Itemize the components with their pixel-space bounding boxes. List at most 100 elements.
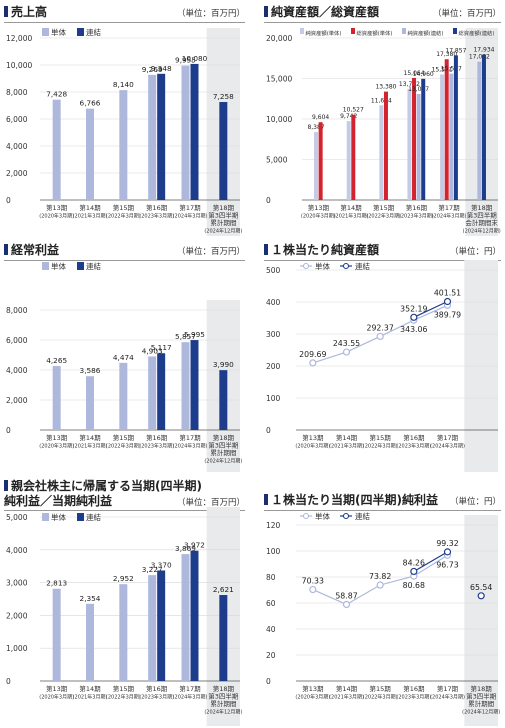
bar <box>86 108 94 200</box>
bar <box>119 584 128 681</box>
series-line <box>413 300 448 318</box>
data-label: 4,265 <box>46 356 67 365</box>
x-tick-label: 第14期 <box>340 203 362 212</box>
data-point <box>443 548 452 556</box>
legend-marker <box>302 512 310 520</box>
x-tick-label: 第17期 <box>437 433 459 442</box>
forecast-shade <box>465 28 498 236</box>
data-point <box>342 600 351 609</box>
x-tick-label: 第13期 <box>46 433 68 442</box>
x-tick-label: 第13期 <box>46 684 68 693</box>
legend-swatch <box>300 28 304 34</box>
x-tick-label: 第3四半期 <box>466 692 497 701</box>
y-tick-label: 2,000 <box>6 169 28 178</box>
data-label: 8,140 <box>113 80 134 89</box>
y-tick-label: 0 <box>6 426 11 435</box>
x-tick-label: 累計期間 <box>210 218 236 227</box>
x-tick-label: 会計期間末 <box>465 218 498 227</box>
x-tick-label: 第18期 <box>471 203 493 212</box>
data-label: 15,501 <box>432 66 453 73</box>
bar <box>157 73 166 200</box>
x-tick-label: (2021年3月期) <box>73 213 108 220</box>
panel-net-sales: 売上高 （単位：百万円） 0 2,000 4,000 6,000 8,000 10,000… <box>4 6 245 236</box>
bar <box>383 91 388 200</box>
x-tick-label: 第16期 <box>146 203 168 212</box>
legend-swatch <box>42 262 49 270</box>
bar <box>52 99 61 200</box>
x-tick-label: 第16期 <box>146 433 168 442</box>
legend-swatch <box>77 28 84 36</box>
panel-title: 親会社株主に帰属する当期(四半期) <box>4 480 202 493</box>
data-point <box>309 359 317 367</box>
bar <box>449 73 454 200</box>
data-label: 15,597 <box>441 66 462 73</box>
x-tick-label: (2020年3月期) <box>295 443 330 450</box>
data-label: 65.54 <box>470 583 492 592</box>
panel-title: １株当たり当期(四半期)純利益 <box>264 494 438 507</box>
title-rule <box>4 260 245 261</box>
data-label: 3,370 <box>151 560 172 569</box>
x-tick-label: (2021年3月期) <box>73 443 108 450</box>
x-tick-label: (2024年3月期) <box>430 694 465 701</box>
data-label: 9,604 <box>312 114 329 121</box>
x-tick-label: 第18期 <box>213 203 235 212</box>
legend-label: 単体 <box>51 27 66 37</box>
title-marker <box>4 6 8 17</box>
data-label: 9,348 <box>151 64 172 73</box>
bar <box>181 65 190 200</box>
y-tick-label: 6,000 <box>6 336 28 345</box>
data-label: 99.32 <box>436 539 458 548</box>
y-tick-label: 300 <box>266 330 281 339</box>
x-tick-label: 第3四半期 <box>467 211 498 220</box>
x-tick-label: 第17期 <box>179 433 201 442</box>
bar <box>157 353 166 430</box>
data-label: 13,722 <box>399 81 420 88</box>
x-tick-label: (2022年3月期) <box>106 443 141 450</box>
x-tick-label: (2024年12月期) <box>462 709 500 716</box>
bar <box>219 595 228 681</box>
bar <box>351 114 356 200</box>
legend-label: 総資産額(連結) <box>459 29 495 37</box>
data-label: 73.82 <box>369 572 391 581</box>
y-tick-label: 500 <box>266 266 281 275</box>
y-tick-label: 1,000 <box>6 644 28 653</box>
data-label: 343.06 <box>400 325 427 334</box>
legend-swatch <box>402 28 406 34</box>
data-label: 9,742 <box>340 113 357 120</box>
title-marker <box>4 244 8 255</box>
data-label: 70.33 <box>302 577 324 586</box>
bar <box>86 603 94 681</box>
bar <box>148 575 157 681</box>
y-tick-label: 15,000 <box>266 75 292 84</box>
x-tick-label: (2020年3月期) <box>39 443 74 450</box>
panel-title: １株当たり純資産額 <box>264 244 379 257</box>
legend-swatch <box>42 513 49 521</box>
bar <box>416 93 421 200</box>
legend-label: 単体 <box>315 511 330 521</box>
x-tick-label: 第14期 <box>336 433 358 442</box>
bar <box>440 74 445 200</box>
y-tick-label: 10,000 <box>266 115 292 124</box>
x-tick-label: 第17期 <box>179 203 201 212</box>
data-label: 9,955 <box>175 56 196 65</box>
legend-label: 総資産額(単体) <box>357 29 393 37</box>
bar <box>119 362 128 430</box>
x-tick-label: 第15期 <box>113 203 135 212</box>
title-rule <box>264 22 501 23</box>
y-tick-label: 0 <box>266 196 271 205</box>
legend-swatch <box>77 513 84 521</box>
y-tick-label: 12,000 <box>6 34 32 43</box>
panel-title: 純資産額／総資産額 <box>264 6 379 19</box>
assets-chart: 0 5,000 10,000 15,000 20,000 第13期(2020年3月期) 第1… <box>266 28 501 236</box>
x-tick-label: 第3四半期 <box>208 211 239 220</box>
x-tick-label: (2024年3月期) <box>432 213 467 220</box>
data-label: 401.51 <box>434 289 461 298</box>
legend-swatch <box>42 28 49 36</box>
data-label: 7,258 <box>213 92 234 101</box>
data-label: 3,586 <box>80 366 101 375</box>
y-tick-label: 20 <box>266 651 276 660</box>
data-label: 243.55 <box>333 339 360 348</box>
x-tick-label: 第14期 <box>79 433 101 442</box>
data-label: 3,972 <box>184 541 205 550</box>
bar <box>190 63 199 200</box>
